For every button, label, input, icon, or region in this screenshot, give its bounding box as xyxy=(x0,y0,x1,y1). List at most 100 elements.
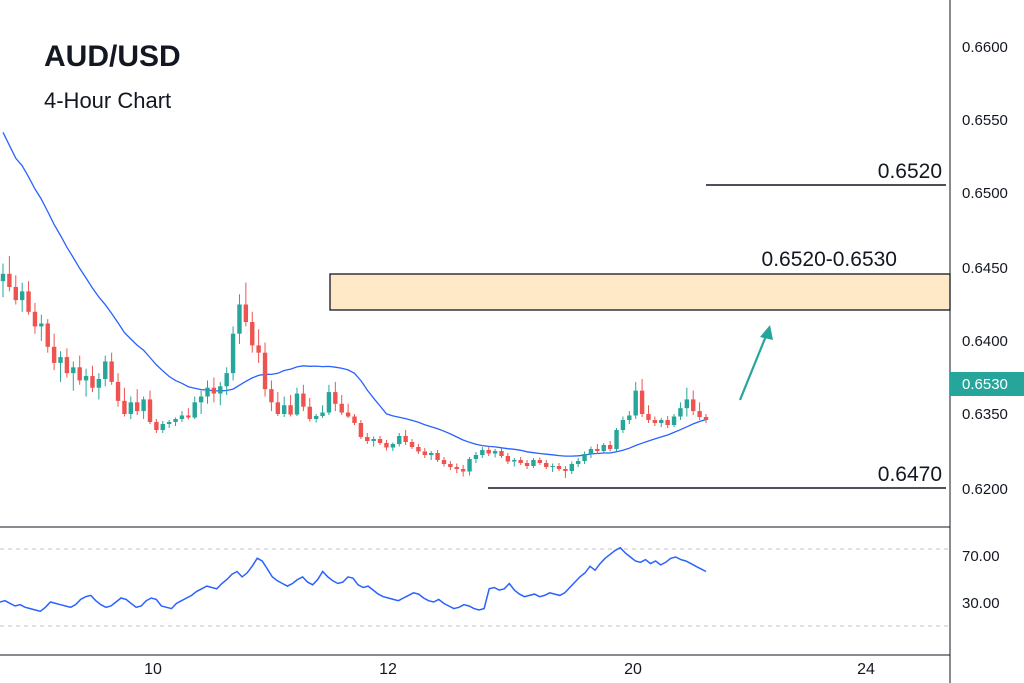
candle-body xyxy=(154,422,159,430)
candle-body xyxy=(26,291,31,312)
candle-body xyxy=(243,304,249,323)
moving-average-line xyxy=(2,132,707,457)
candle-body xyxy=(186,415,191,418)
support-label: 0.6470 xyxy=(878,463,942,486)
resistance-zone xyxy=(329,273,951,311)
candle-body xyxy=(307,406,312,419)
candle-body xyxy=(141,399,146,412)
candle-body xyxy=(518,460,523,463)
chart-subtitle: 4-Hour Chart xyxy=(44,88,172,113)
rsi-tick-label: 70.00 xyxy=(962,548,1000,565)
candle-body xyxy=(313,416,319,419)
candle-body xyxy=(32,311,38,327)
candle-body xyxy=(460,469,466,472)
rsi-tick-label: 30.00 xyxy=(962,595,1000,612)
candle-body xyxy=(678,408,683,417)
candle-body xyxy=(90,376,95,388)
candle-body xyxy=(77,367,82,381)
candle-body xyxy=(377,439,383,443)
candle-body xyxy=(544,463,549,467)
y-tick-label: 0.6400 xyxy=(962,333,1008,350)
candle-body xyxy=(473,455,479,459)
candle-body xyxy=(19,291,25,301)
candle-body xyxy=(262,352,268,390)
candle-body xyxy=(614,430,619,449)
candle-body xyxy=(173,419,178,422)
candle-body xyxy=(237,304,242,334)
candle-body xyxy=(224,373,229,387)
resistance-label: 0.6520 xyxy=(878,160,942,183)
candle-body xyxy=(288,405,293,415)
candle-body xyxy=(198,396,204,403)
candle-body xyxy=(147,399,153,422)
candle-body xyxy=(620,420,626,430)
candle-body xyxy=(301,393,306,407)
candle-body xyxy=(122,400,127,414)
y-tick-label: 0.6550 xyxy=(962,112,1008,129)
candle-body xyxy=(492,451,498,454)
candle-body xyxy=(160,424,165,430)
candle-body xyxy=(352,416,357,423)
candle-body xyxy=(103,361,108,379)
candle-body xyxy=(282,405,287,414)
candle-body xyxy=(71,367,76,374)
candle-body xyxy=(486,450,491,454)
candle-body xyxy=(358,423,364,437)
candle-body xyxy=(441,460,447,464)
candle-body xyxy=(345,412,351,417)
candle-body xyxy=(627,415,632,420)
candle-body xyxy=(179,415,185,419)
candle-body xyxy=(384,443,389,448)
candle-body xyxy=(556,466,562,469)
candle-body xyxy=(499,451,504,456)
candle-body xyxy=(550,466,555,467)
candle-body xyxy=(205,387,210,397)
chart-title: AUD/USD xyxy=(44,40,181,73)
candle-body xyxy=(537,460,543,463)
candle-body xyxy=(512,460,517,462)
y-tick-label: 0.6500 xyxy=(962,185,1008,202)
up-arrow-shaft xyxy=(738,330,770,401)
candle-body xyxy=(454,467,459,469)
candle-body xyxy=(64,357,70,374)
candle-body xyxy=(51,346,57,363)
candle-body xyxy=(192,402,197,418)
candle-body xyxy=(422,451,427,455)
candle-body xyxy=(428,453,434,455)
candle-body xyxy=(467,459,472,472)
candle-body xyxy=(218,386,223,394)
candle-body xyxy=(403,436,408,442)
y-tick-label: 0.6450 xyxy=(962,260,1008,277)
candle-body xyxy=(320,412,325,416)
candle-body xyxy=(639,390,645,414)
candle-body xyxy=(435,453,440,460)
candle-body xyxy=(0,273,6,282)
candle-body xyxy=(646,414,651,420)
x-tick-label: 20 xyxy=(624,661,642,678)
candle-body xyxy=(697,411,702,417)
candle-body xyxy=(269,389,274,403)
x-tick-label: 12 xyxy=(379,661,397,678)
candle-body xyxy=(58,357,63,363)
candle-body xyxy=(659,420,664,423)
candle-body xyxy=(39,323,44,327)
candle-body xyxy=(7,273,12,287)
candle-body xyxy=(531,460,536,466)
candle-body xyxy=(365,437,370,441)
y-tick-label: 0.6350 xyxy=(962,406,1008,423)
candle-body xyxy=(671,416,677,425)
candle-body xyxy=(409,442,415,447)
candle-body xyxy=(448,464,453,467)
candle-body xyxy=(691,399,696,412)
candle-body xyxy=(703,417,709,420)
up-arrow-head xyxy=(760,325,773,340)
rsi-line xyxy=(0,546,707,613)
candle-body xyxy=(333,392,338,404)
candle-body xyxy=(256,345,261,353)
candle-body xyxy=(294,393,300,415)
current-price-badge xyxy=(950,372,1024,396)
y-tick-label: 0.6200 xyxy=(962,481,1008,498)
candle-body xyxy=(595,449,600,451)
candle-body xyxy=(13,286,18,301)
